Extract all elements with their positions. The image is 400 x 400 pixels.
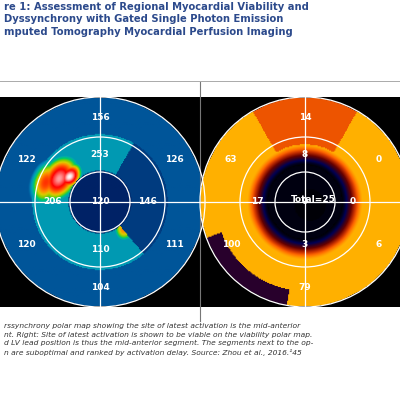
Text: 110: 110 bbox=[91, 245, 109, 254]
Text: 79: 79 bbox=[299, 282, 311, 292]
Text: 0: 0 bbox=[302, 198, 308, 206]
Text: 253: 253 bbox=[91, 150, 109, 159]
Text: 100: 100 bbox=[222, 240, 240, 249]
Text: 3: 3 bbox=[302, 240, 308, 249]
Text: 17: 17 bbox=[251, 198, 264, 206]
Text: 122: 122 bbox=[17, 155, 36, 164]
Text: 0: 0 bbox=[350, 198, 356, 206]
Text: 120: 120 bbox=[91, 198, 109, 206]
Text: 6: 6 bbox=[376, 240, 382, 249]
Text: 206: 206 bbox=[43, 198, 62, 206]
Text: 0: 0 bbox=[376, 155, 382, 164]
Text: 63: 63 bbox=[225, 155, 237, 164]
Text: 120: 120 bbox=[17, 240, 35, 249]
Text: 14: 14 bbox=[299, 112, 311, 122]
Text: re 1: Assessment of Regional Myocardial Viability and
Dyssynchrony with Gated Si: re 1: Assessment of Regional Myocardial … bbox=[4, 2, 309, 37]
Text: 111: 111 bbox=[164, 240, 183, 249]
Text: 156: 156 bbox=[91, 112, 109, 122]
Text: Total=25: Total=25 bbox=[290, 194, 336, 204]
Text: 104: 104 bbox=[91, 282, 109, 292]
Text: 126: 126 bbox=[164, 155, 183, 164]
Text: 8: 8 bbox=[302, 150, 308, 159]
Text: rssynchrony polar map showing the site of latest activation is the mid-anterior
: rssynchrony polar map showing the site o… bbox=[4, 323, 313, 356]
Text: 146: 146 bbox=[138, 198, 157, 206]
